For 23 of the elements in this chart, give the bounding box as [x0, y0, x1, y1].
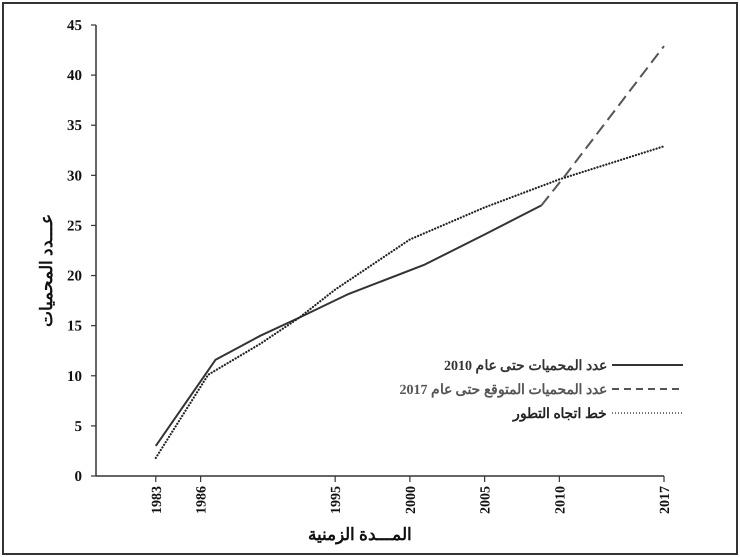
x-tick-label: 2010: [553, 486, 568, 514]
y-tick-label: 20: [67, 268, 82, 285]
y-tick-label: 15: [67, 318, 82, 335]
y-tick-label: 40: [67, 68, 82, 84]
x-tick-label: 2000: [404, 486, 419, 514]
text: عدد المحميات المتوقع حتى عام 2017: [400, 383, 607, 398]
line-series: [154, 145, 666, 460]
y-axis-title: عـــدد المحميات: [37, 214, 56, 328]
y-tick-label: 5: [74, 418, 82, 435]
x-tick-label: 1983: [150, 486, 165, 514]
y-tick-label: 0: [74, 469, 82, 485]
x-tick-label: 2005: [478, 486, 494, 514]
y-tick-label: 10: [67, 368, 82, 385]
text: خط اتجاه التطور: [512, 407, 607, 422]
y-tick-label: 30: [67, 168, 82, 184]
y-tick-label: 45: [67, 18, 82, 34]
y-tick-label: 35: [67, 118, 82, 134]
x-tick-label: 1995: [329, 486, 344, 514]
x-tick-label: 2017: [658, 486, 673, 514]
text: عدد المحميات حتى عام 2010: [444, 359, 607, 374]
x-axis-title: المـــدة الزمنية: [308, 525, 412, 545]
y-tick-label: 25: [67, 218, 82, 234]
x-tick-label: 1986: [194, 486, 210, 514]
